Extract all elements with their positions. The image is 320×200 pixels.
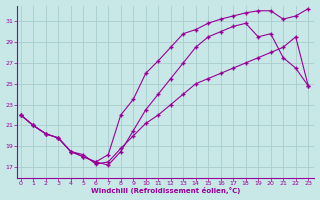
X-axis label: Windchill (Refroidissement éolien,°C): Windchill (Refroidissement éolien,°C): [91, 187, 240, 194]
